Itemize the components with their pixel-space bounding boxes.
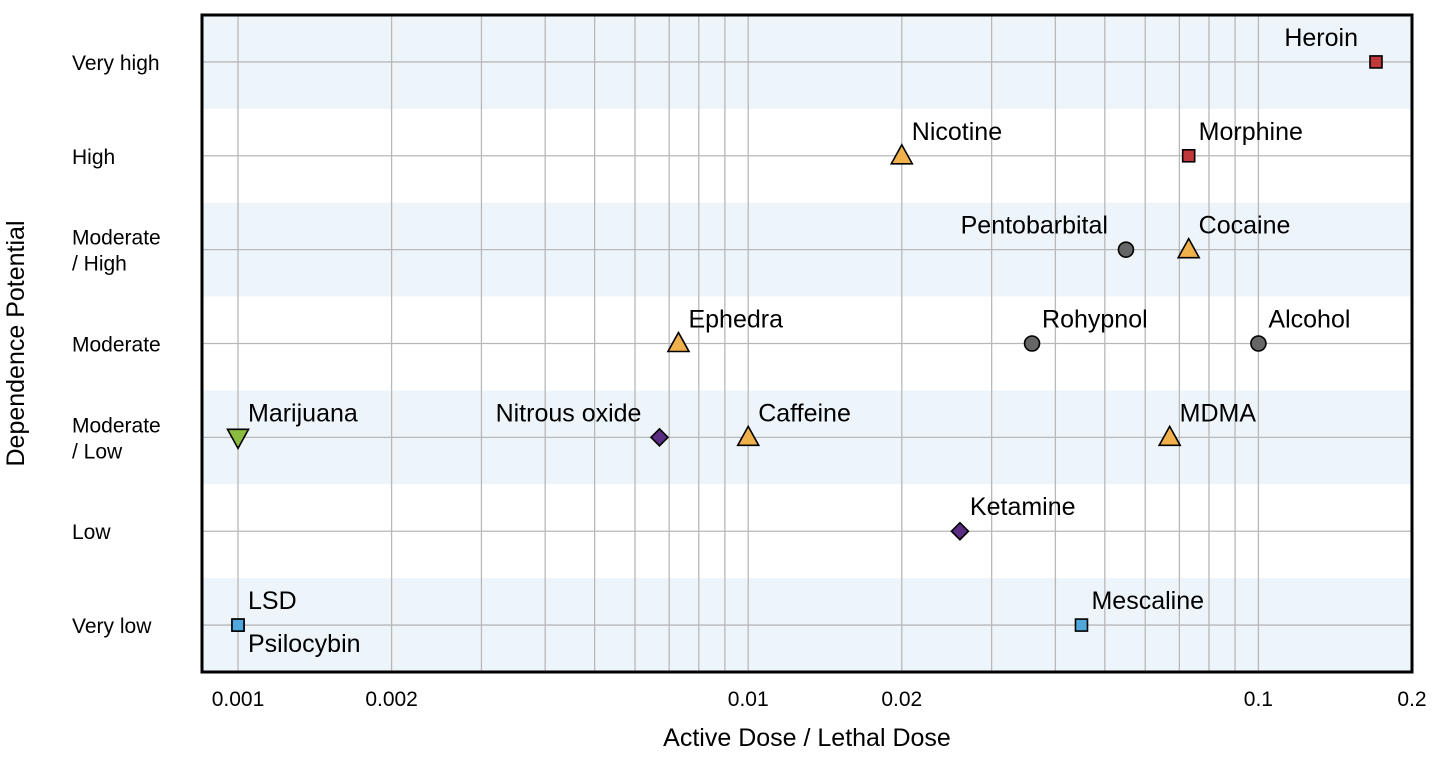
y-tick-label: Low — [72, 521, 111, 544]
circle-marker — [1117, 241, 1135, 258]
y-tick-label-line: / High — [72, 253, 127, 276]
y-tick-label: Moderate / Low — [72, 414, 161, 463]
x-tick-label: 0.02 — [881, 688, 922, 711]
point-label: Rohypnol — [1042, 306, 1148, 334]
x-axis-title: Active Dose / Lethal Dose — [663, 724, 951, 752]
data-point: Rohypnol — [1023, 306, 1148, 352]
square-marker — [1181, 148, 1196, 163]
data-point: Nitrous oxide — [496, 399, 670, 447]
point-label: Mescaline — [1091, 587, 1204, 615]
data-point: Psilocybin — [231, 618, 361, 658]
diamond-marker — [950, 521, 970, 541]
data-point: Ketamine — [950, 493, 1076, 541]
triangle-up-marker — [1176, 236, 1201, 259]
data-point: Pentobarbital — [961, 212, 1135, 258]
data-point: MDMA — [1157, 399, 1257, 447]
point-label: Psilocybin — [248, 630, 361, 658]
point-label: Ephedra — [688, 306, 783, 334]
square-marker — [1074, 618, 1089, 632]
data-point: Cocaine — [1176, 212, 1291, 259]
point-label: Alcohol — [1268, 306, 1350, 334]
point-label: Nicotine — [912, 118, 1002, 146]
x-tick-label: 0.001 — [212, 688, 265, 711]
y-tick-label-line: / Low — [72, 440, 123, 463]
triangle-up-marker — [736, 424, 761, 447]
point-label: MDMA — [1180, 399, 1257, 427]
circle-marker — [1250, 335, 1267, 352]
diamond-marker — [649, 427, 670, 447]
triangle-up-marker — [1157, 424, 1182, 447]
y-tick-label: Very high — [72, 52, 160, 75]
point-label: Pentobarbital — [961, 212, 1108, 240]
grid-lines — [202, 15, 1413, 672]
x-tick-label: 0.2 — [1397, 688, 1426, 711]
y-tick-label: Moderate — [72, 334, 161, 357]
data-point: Mescaline — [1074, 587, 1204, 632]
square-marker — [1369, 55, 1383, 69]
data-point: Morphine — [1181, 118, 1303, 163]
y-tick-label: Very low — [72, 615, 152, 638]
triangle-up-marker — [889, 143, 914, 165]
y-axis-title: Dependence Potential — [2, 220, 30, 466]
y-tick-label-line: Moderate — [72, 414, 161, 437]
plot-frame — [200, 13, 1414, 674]
data-point: Heroin — [1284, 24, 1383, 69]
triangle-up-marker — [666, 330, 691, 353]
y-tick-label: High — [72, 146, 115, 169]
x-tick-label: 0.01 — [728, 688, 769, 711]
x-tick-label: 0.002 — [365, 688, 418, 711]
point-label: Caffeine — [758, 399, 851, 427]
circle-marker — [1023, 335, 1041, 352]
data-point: Caffeine — [736, 399, 851, 447]
y-tick-label-line: Moderate — [72, 227, 161, 250]
x-axis-ticks: 0.001 0.002 0.01 0.02 0.1 0.2 — [212, 688, 1427, 711]
point-label: Ketamine — [970, 493, 1076, 521]
point-label: LSD — [248, 587, 297, 615]
point-label: Cocaine — [1199, 212, 1291, 240]
point-label: Nitrous oxide — [496, 399, 642, 427]
point-label: Marijuana — [248, 399, 358, 427]
y-tick-label: Moderate / High — [72, 227, 161, 276]
square-marker — [231, 618, 245, 632]
data-points: Heroin Nicotine Morphine Pentobarbital Cocai… — [226, 24, 1383, 658]
data-point: Alcohol — [1250, 306, 1350, 352]
data-point: Marijuana — [226, 399, 358, 451]
triangle-down-marker — [226, 428, 250, 451]
data-point: Nicotine — [889, 118, 1002, 165]
data-point: Ephedra — [666, 306, 783, 353]
point-label: Morphine — [1199, 118, 1303, 146]
x-tick-label: 0.1 — [1244, 688, 1273, 711]
point-label: Heroin — [1284, 24, 1358, 52]
